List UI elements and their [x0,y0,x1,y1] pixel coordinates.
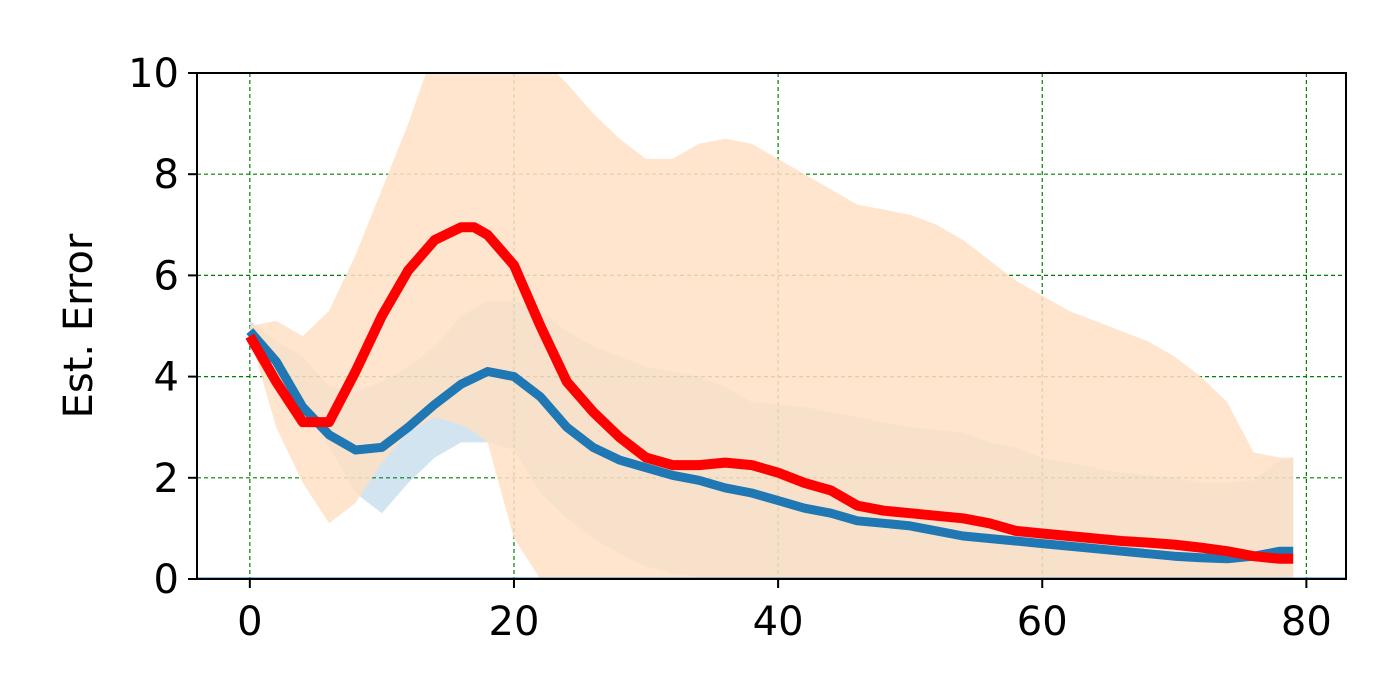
x-tick-label: 20 [489,599,540,645]
red-series-band [249,73,1294,579]
y-axis-label: Est. Error [56,233,102,418]
x-tick-label: 80 [1281,599,1332,645]
red-series-line [245,222,1294,564]
y-tick-label: 10 [128,51,179,97]
plot-frame [196,72,1347,580]
x-tick-label: 40 [753,599,804,645]
y-tick-label: 6 [154,253,179,299]
y-ticks: 0 2 4 6 8 10 [128,51,197,603]
y-tick-label: 8 [154,152,179,198]
y-tick-label: 0 [154,557,179,603]
y-tick-label: 2 [154,456,179,502]
bands [249,73,1294,579]
blue-series-line [246,328,1294,564]
x-ticks: 0 20 40 60 80 [237,579,1332,645]
x-tick-label: 60 [1017,599,1068,645]
y-tick-label: 4 [154,355,179,401]
x-tick-label: 0 [237,599,262,645]
lines [197,222,1346,579]
